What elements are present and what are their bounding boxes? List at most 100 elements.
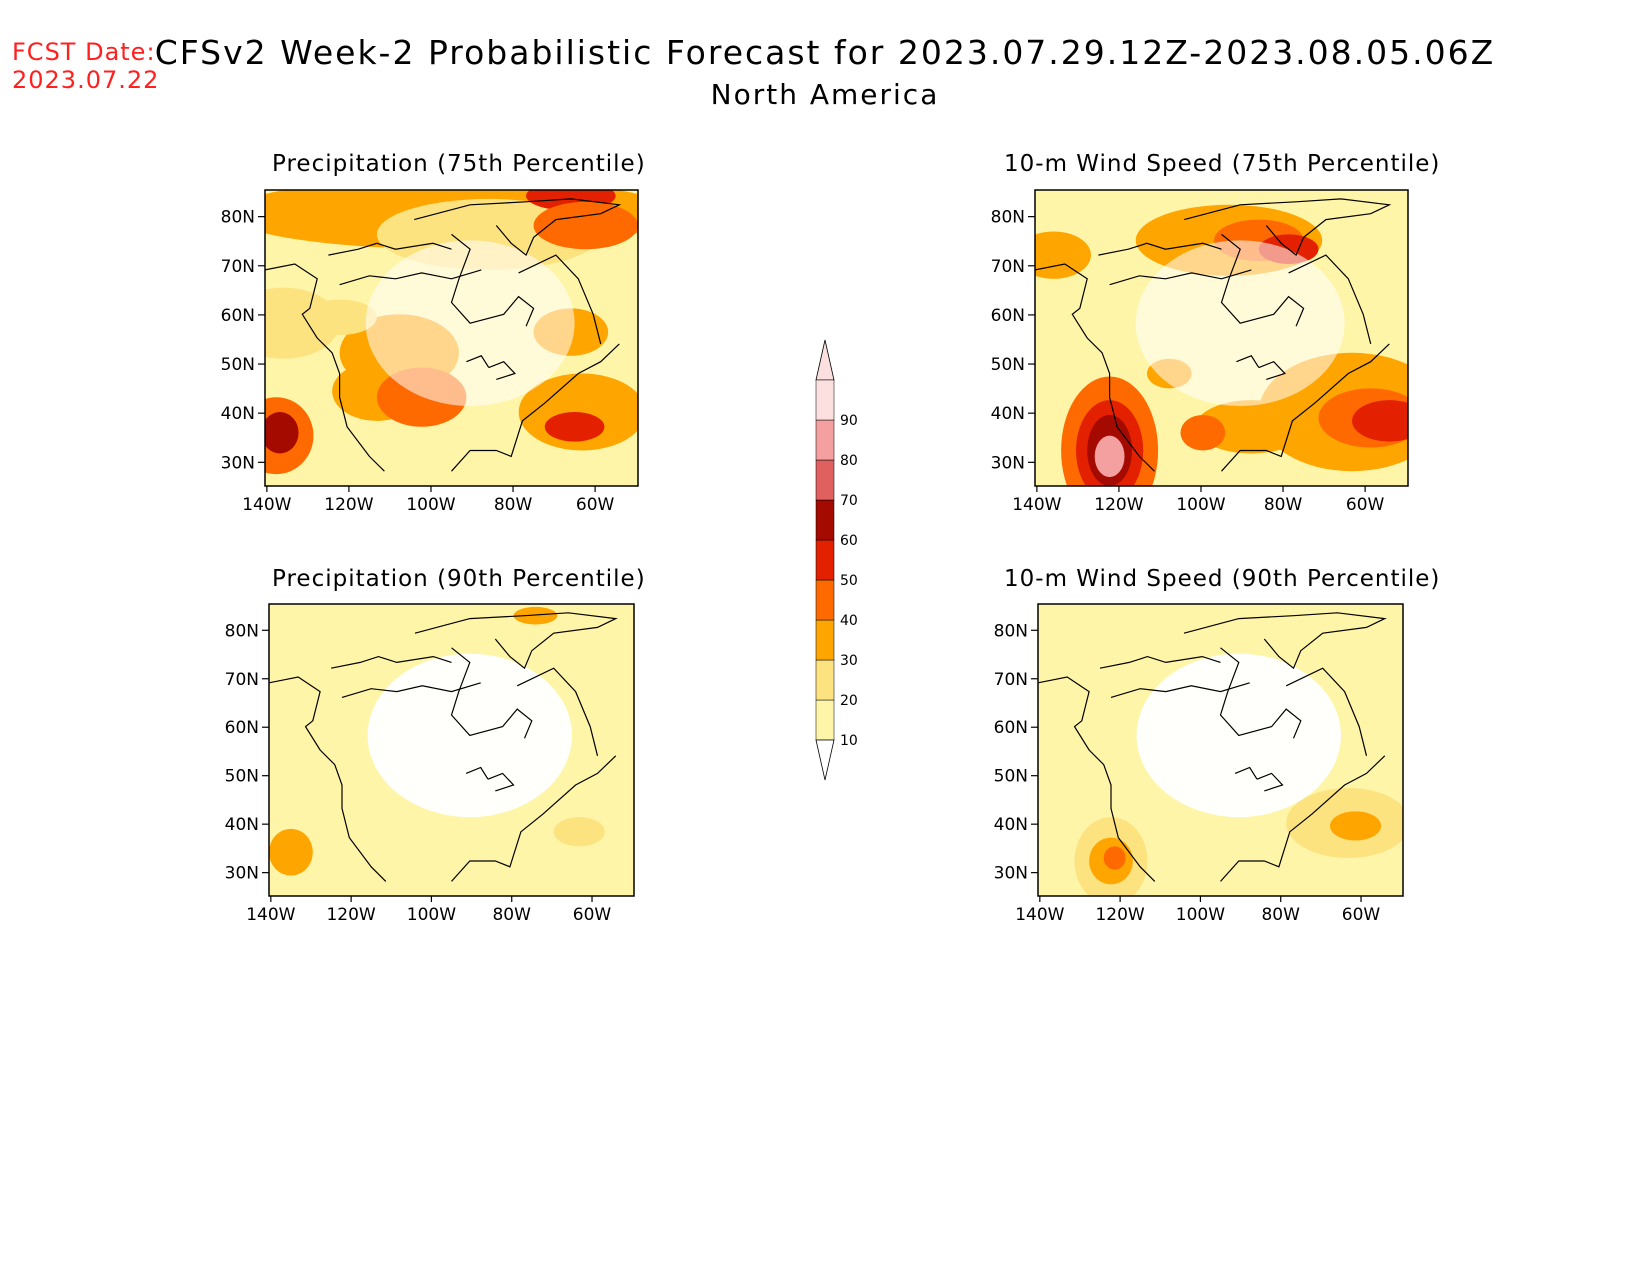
lon-label: 140W [242, 495, 291, 515]
coastline-2 [450, 233, 535, 327]
coastline-6 [1184, 198, 1392, 257]
panel-title-wind-75: 10-m Wind Speed (75th Percentile) [1004, 151, 1441, 177]
map-frame [268, 603, 635, 897]
coastline-5 [328, 242, 452, 256]
lon-label: 100W [407, 905, 456, 925]
lat-label: 70N [991, 257, 1025, 277]
shade-blob-0 [1074, 787, 1367, 859]
lon-label: 100W [1176, 495, 1225, 515]
lon-label: 80W [1261, 905, 1300, 925]
lat-label: 60N [991, 306, 1025, 326]
shade-blob-7 [1038, 604, 1257, 640]
shade-blob-10 [544, 412, 605, 442]
colorbar-box-70 [815, 459, 835, 501]
shade-blob-8 [1195, 400, 1308, 454]
lat-label: 50N [225, 767, 259, 787]
forecast-date-value: 2023.07.22 [12, 66, 160, 94]
map-panel-wind-90: 80N 70N 60N 50N 40N 30N 140W 120W 100W 80W 60W [994, 603, 1404, 925]
coastline-2 [1219, 647, 1302, 739]
shading-wind-90 [1038, 604, 1403, 896]
lon-label: 120W [1095, 905, 1144, 925]
map-frame [1034, 189, 1409, 487]
shade-blob-3 [1352, 400, 1408, 442]
forecast-date: FCST Date: 2023.07.22 [12, 38, 159, 94]
coastline-2 [1220, 233, 1305, 327]
colorbar-label-20: 20 [840, 693, 858, 709]
shade-blob-4 [553, 817, 605, 847]
coastline-3 [518, 254, 602, 345]
lon-label: 140W [1012, 495, 1061, 515]
panel-title-precip-75: Precipitation (75th Percentile) [272, 151, 646, 177]
map-frame [264, 189, 639, 487]
map-frame [1037, 603, 1404, 897]
colorbar-top-arrow [815, 339, 835, 381]
lon-label: 120W [324, 495, 373, 515]
lat-label: 80N [221, 208, 255, 228]
coastline-0 [1038, 676, 1156, 882]
lon-label: 60W [573, 905, 612, 925]
coastline-0 [1035, 263, 1155, 472]
coastline-8 [1236, 355, 1260, 368]
lat-label: 30N [225, 864, 259, 884]
coastline-4 [341, 682, 481, 698]
shade-blob-7 [1094, 435, 1125, 478]
coastline-4 [1109, 269, 1252, 286]
map-panel-precip-75: 80N 70N 60N 50N 40N 30N 140W 120W 100W 80W 60W [221, 189, 639, 515]
shading-wind-75 [1035, 190, 1408, 486]
lat-label: 30N [221, 453, 255, 473]
lat-label: 30N [994, 864, 1028, 884]
lat-label: 40N [225, 815, 259, 835]
coastline-1 [1221, 343, 1390, 472]
lon-label: 140W [246, 905, 295, 925]
lat-label: 60N [994, 718, 1028, 738]
coastline-4 [1110, 682, 1250, 698]
lat-label: 40N [221, 404, 255, 424]
forecast-date-label: FCST Date: [12, 38, 156, 66]
coastline-6 [414, 198, 622, 257]
colorbar-bottom-arrow [815, 739, 835, 781]
colorbar-box-60 [815, 499, 835, 541]
lon-label: 80W [492, 905, 531, 925]
colorbar-label-40: 40 [840, 613, 858, 629]
shade-blob-12 [265, 412, 299, 454]
lat-label: 60N [225, 718, 259, 738]
lat-label: 80N [994, 621, 1028, 641]
coastline-2 [450, 647, 533, 739]
lat-label: 40N [994, 815, 1028, 835]
coastline-5 [1098, 242, 1222, 256]
coastline-8 [465, 766, 489, 780]
shade-blob-2 [1330, 811, 1382, 841]
coastline-8 [466, 355, 490, 368]
lat-label: 50N [991, 355, 1025, 375]
shade-blob-2 [269, 828, 313, 876]
shade-blob-5 [1103, 846, 1126, 870]
coastline-3 [1285, 667, 1368, 756]
colorbar-box-50 [815, 539, 835, 581]
map-panel-wind-75: 80N 70N 60N 50N 40N 30N 140W 120W 100W 80W 60W [991, 189, 1409, 515]
coastline-4 [339, 269, 482, 286]
lat-label: 80N [991, 208, 1025, 228]
lat-label: 60N [221, 306, 255, 326]
coastline-1 [451, 755, 617, 882]
coastline-3 [1288, 254, 1372, 345]
lon-label: 60W [576, 495, 615, 515]
shade-blob-5 [513, 606, 558, 625]
page-title: CFSv2 Week-2 Probabilistic Forecast for … [154, 33, 1496, 72]
coastline-0 [269, 676, 387, 882]
coastline-7 [1258, 360, 1286, 380]
coastline-6 [414, 612, 618, 670]
coastline-1 [451, 343, 620, 472]
lat-label: 70N [994, 670, 1028, 690]
shade-blob-3 [396, 604, 616, 642]
shade-blob-4 [533, 201, 638, 250]
coastline-8 [1234, 766, 1258, 780]
colorbar-box-10 [815, 699, 835, 741]
panel-title-wind-90: 10-m Wind Speed (90th Percentile) [1004, 566, 1441, 592]
shade-blob-14 [302, 299, 377, 336]
coastline-7 [488, 360, 516, 380]
colorbar-label-90: 90 [840, 413, 858, 429]
colorbar-label-60: 60 [840, 533, 858, 549]
coastline-7 [1256, 772, 1284, 792]
lat-label: 70N [225, 670, 259, 690]
